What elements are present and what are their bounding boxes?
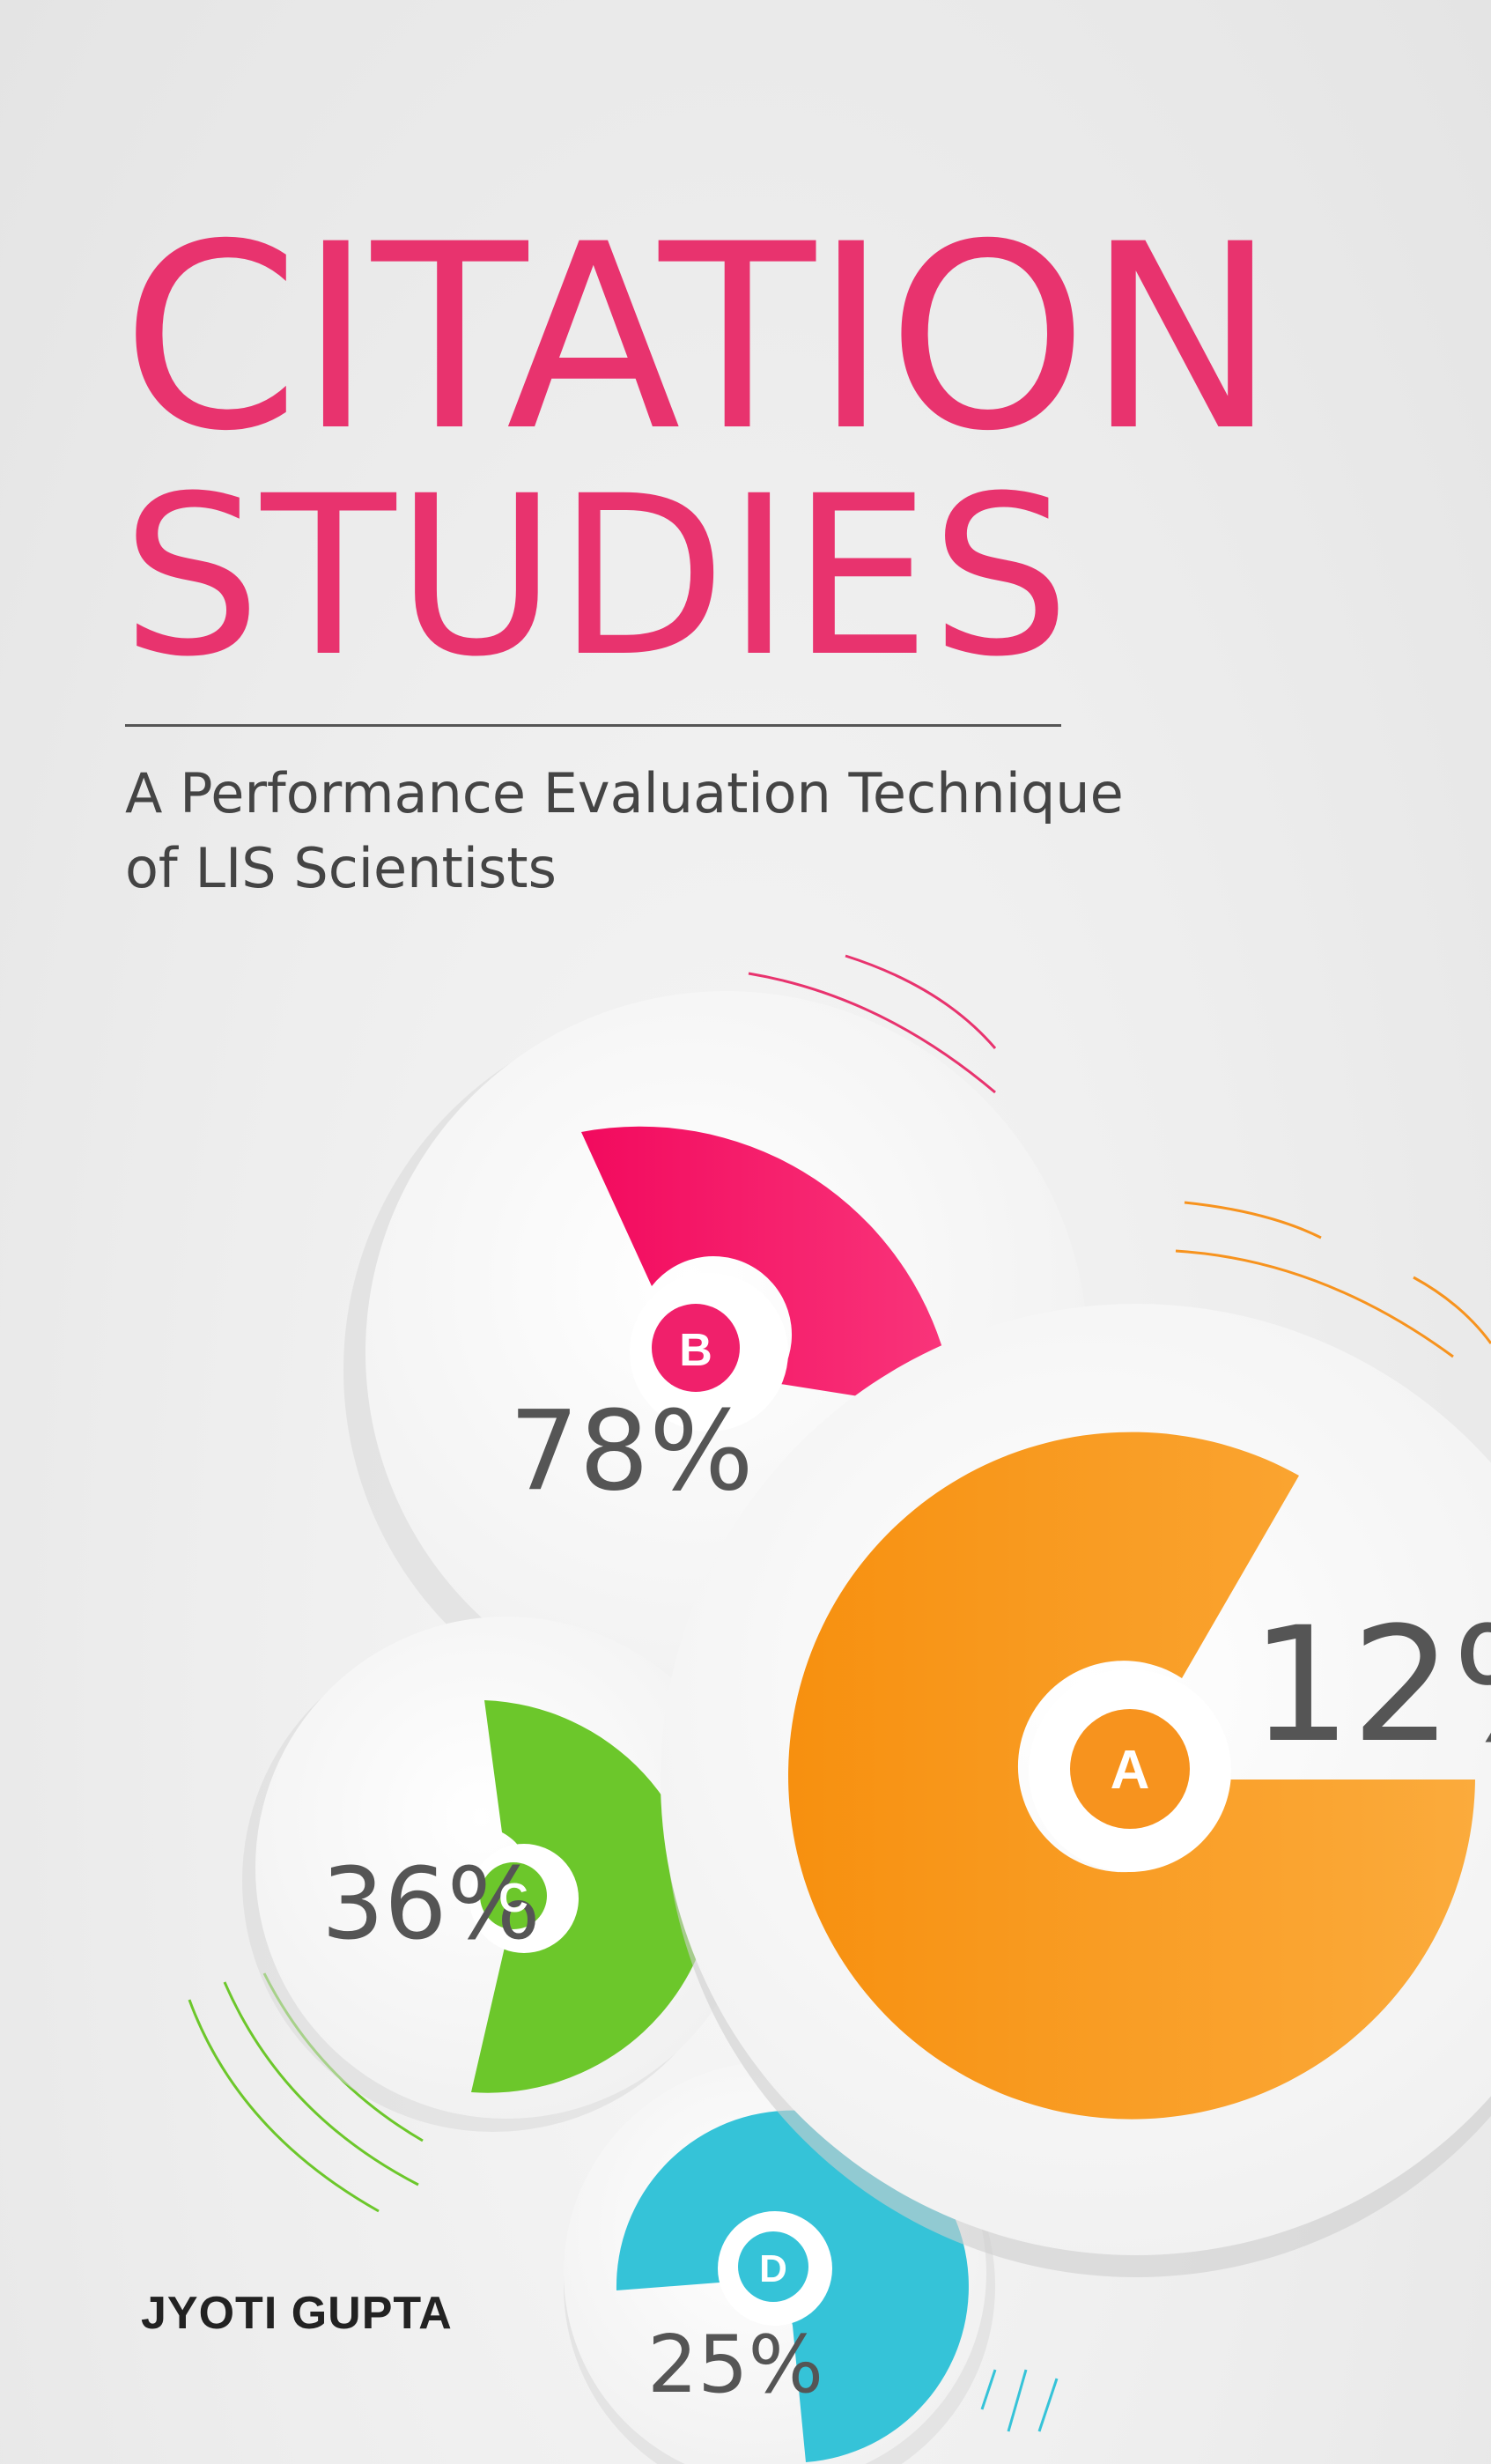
title-divider: [125, 724, 1061, 727]
percent-d: 25%: [647, 2319, 823, 2411]
subtitle-line-2: of LIS Scientists: [125, 836, 557, 900]
author-name: JYOTI GUPTA: [141, 2288, 453, 2339]
percent-c: 36%: [321, 1847, 541, 1962]
badge-b-label: B: [679, 1325, 712, 1376]
segment-c: [242, 1617, 757, 2132]
title-line-1: CITATION: [122, 190, 1277, 487]
title-line-2: STUDIES: [122, 448, 1071, 705]
segment-a: [661, 1304, 1491, 2277]
badge-a-label: A: [1111, 1740, 1150, 1801]
subtitle-line-1: A Performance Evaluation Technique: [125, 761, 1124, 825]
badge-c-label: C: [498, 1875, 528, 1920]
percent-a: 12%: [1251, 1594, 1491, 1778]
percent-b: 78%: [509, 1387, 754, 1515]
badge-d-label: D: [759, 2247, 787, 2290]
